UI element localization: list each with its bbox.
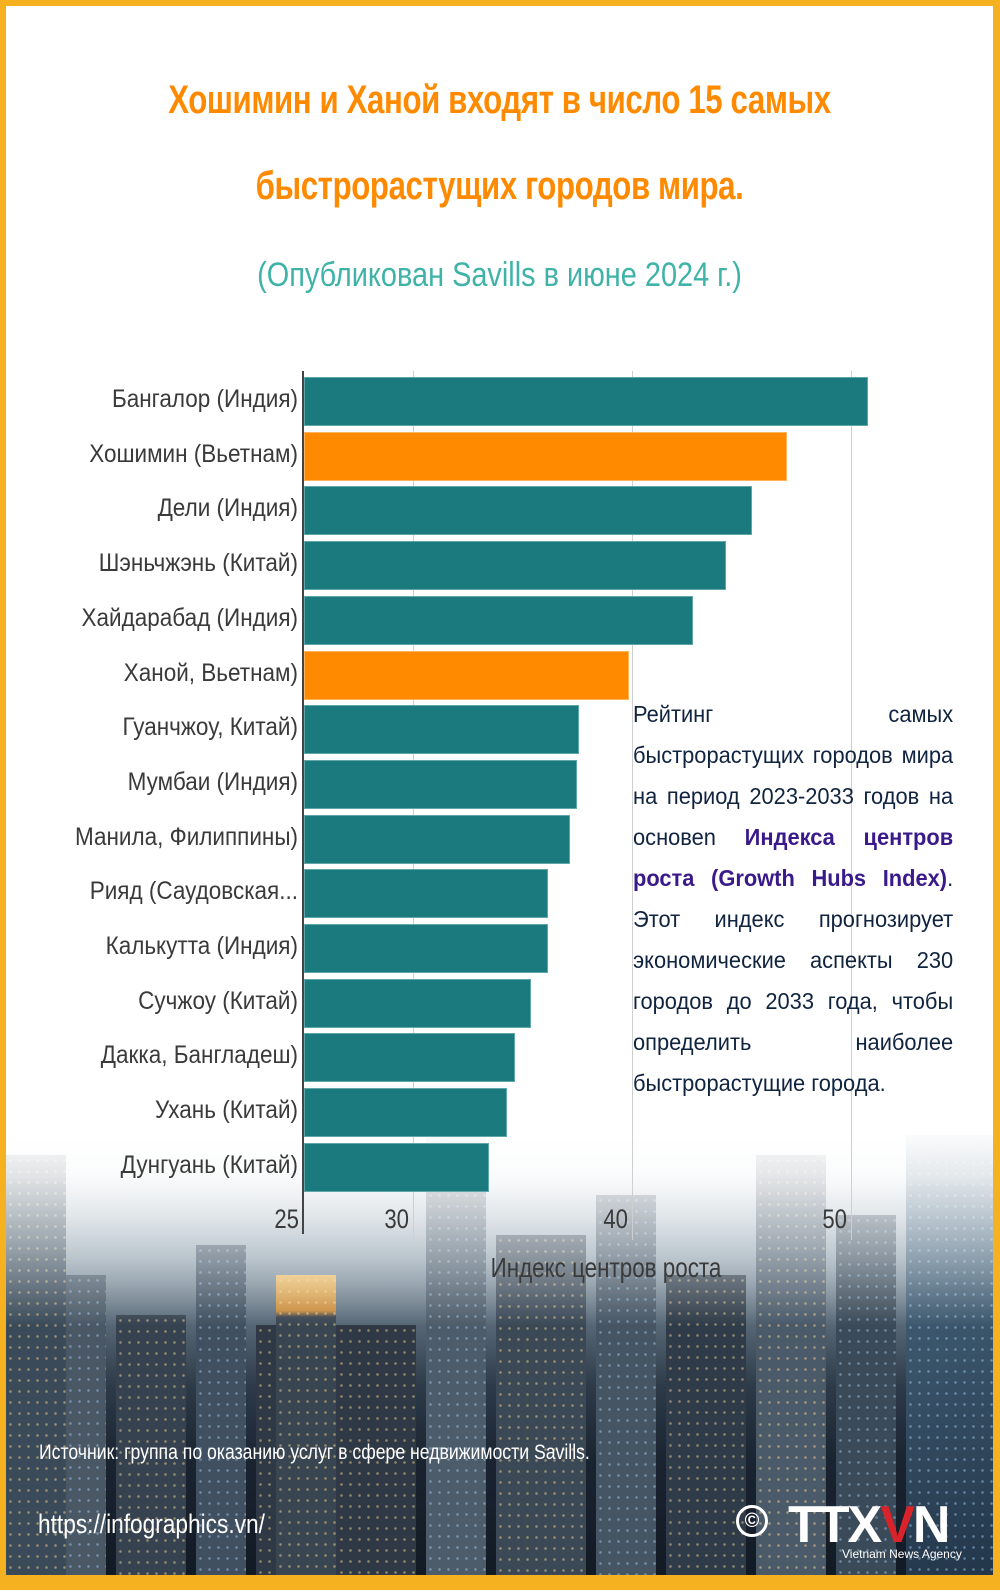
logo-wordmark: TTXVN — [788, 1496, 950, 1554]
agency-name: Vietnam News Agency — [842, 1547, 962, 1561]
copyright-icon: © — [736, 1505, 768, 1537]
note-highlight: Индекса центров роста (Growth Hubs Index… — [633, 824, 954, 891]
note-text-2: . Этот индекс прогнозирует экономические… — [633, 865, 954, 1096]
bar — [304, 924, 549, 973]
page-subtitle: (Опубликован Savills в июне 2024 г.) — [257, 256, 742, 294]
bar — [304, 1033, 516, 1083]
category-label: Хошимин (Вьетнам) — [89, 439, 298, 468]
category-label: Мумбаи (Индия) — [127, 767, 298, 796]
globe-icon: V — [880, 1496, 915, 1554]
page-title-line-1: Хошимин и Ханой входят в число 15 самых — [168, 78, 831, 122]
bar — [304, 541, 726, 591]
category-label: Шэньчжэнь (Китай) — [98, 549, 298, 578]
bar — [304, 978, 531, 1028]
gridline-40 — [631, 371, 633, 1240]
bar — [304, 705, 579, 755]
bar — [304, 869, 549, 919]
bar — [304, 431, 787, 481]
bar-chart: 25 30 40 50 Бангалор (Индия) Хошимин (Вьетнам… — [6, 6, 993, 1306]
website-link[interactable]: https://infographics.vn/ — [38, 1509, 265, 1539]
category-label: Ухань (Китай) — [155, 1096, 298, 1125]
x-axis-title: Индекс центров роста — [490, 1252, 722, 1283]
category-label: Сучжоу (Китай) — [138, 986, 298, 1015]
infographic-frame: Хошимин и Ханой входят в число 15 самых … — [6, 6, 993, 1575]
category-label: Дунгуань (Китай) — [120, 1150, 298, 1179]
bar — [304, 814, 571, 864]
bar — [304, 1088, 507, 1138]
category-label: Калькутта (Индия) — [105, 932, 298, 960]
ttxvn-logo: © TTXVN Vietnam News Agency — [736, 1496, 986, 1571]
category-label: Дакка, Бангладеш) — [100, 1041, 298, 1070]
x-tick-label: 25 — [274, 1204, 299, 1234]
fog-overlay — [6, 1126, 993, 1326]
bar — [304, 377, 869, 426]
y-axis-line — [302, 371, 304, 1234]
source-text: Источник: группа по оказанию услуг в сфе… — [39, 1441, 590, 1464]
bar — [304, 486, 752, 536]
note-text-1: Рейтинг самых быстрорастущих городов мир… — [633, 701, 954, 850]
x-tick-label: 40 — [602, 1204, 628, 1234]
category-label: Хайдарабад (Индия) — [81, 603, 298, 632]
page-title-line-2: быстрорастущих городов мира. — [255, 164, 744, 208]
x-tick-label: 30 — [383, 1204, 409, 1234]
category-label: Гуанчжоу, Китай) — [122, 713, 299, 742]
category-label: Ханой, Вьетнам) — [123, 658, 298, 687]
category-label: Манила, Филиппины) — [74, 822, 298, 851]
category-label: Бангалор (Индия) — [111, 385, 299, 413]
gridline-50 — [850, 371, 852, 1240]
bar — [304, 650, 630, 700]
category-label: Рияд (Саудовская... — [89, 877, 298, 906]
bar — [304, 759, 577, 809]
bar — [304, 1142, 490, 1192]
bar — [304, 595, 693, 645]
chart-description: Рейтинг самых быстрорастущих городов мир… — [633, 694, 953, 1104]
category-label: Дели (Индия) — [157, 494, 298, 523]
x-tick-label: 50 — [821, 1204, 847, 1234]
